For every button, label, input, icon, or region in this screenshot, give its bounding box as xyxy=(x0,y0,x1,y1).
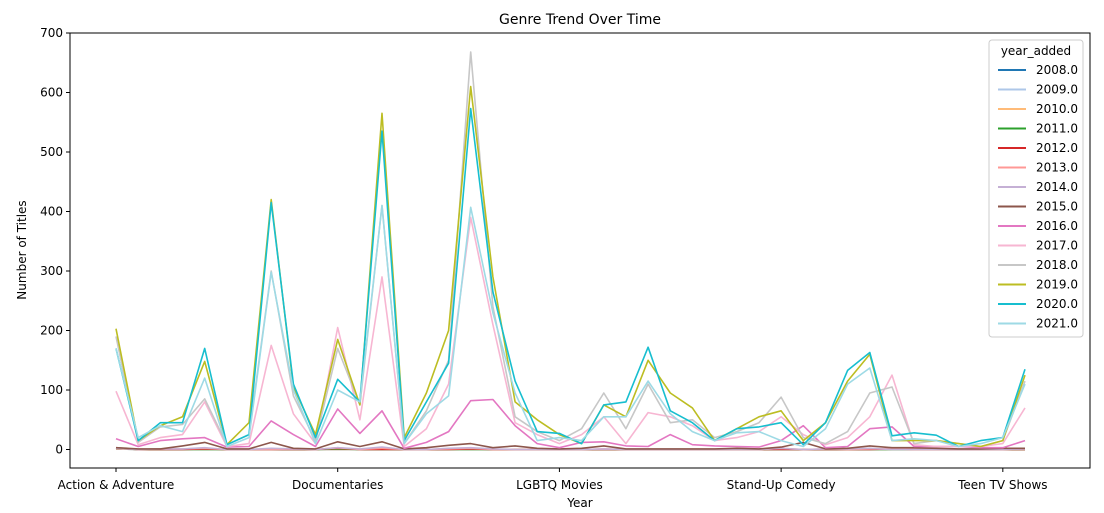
legend: year_added 2008.0 2009.0 2010.0 2011.0 2012.… xyxy=(988,39,1084,338)
x-axis-title: Year xyxy=(566,496,592,510)
y-tick-label: 500 xyxy=(40,145,63,159)
y-tick-label: 700 xyxy=(40,26,63,40)
x-axis: Action & Adventure Documentaries LGBTQ Mov… xyxy=(58,468,1048,492)
series-line-2014-0 xyxy=(115,446,1026,451)
y-tick-label: 100 xyxy=(40,383,63,397)
y-tick-label: 300 xyxy=(40,264,63,278)
legend-label: 2008.0 xyxy=(1036,63,1078,77)
y-tick-label: 0 xyxy=(55,443,63,457)
legend-label: 2012.0 xyxy=(1036,141,1078,155)
y-axis-title: Number of Titles xyxy=(15,200,29,299)
legend-label: 2020.0 xyxy=(1036,297,1078,311)
x-tick-label: Documentaries xyxy=(292,478,383,492)
legend-label: 2009.0 xyxy=(1036,83,1078,97)
y-axis: 0 100 200 300 400 500 600 700 xyxy=(40,26,70,457)
legend-label: 2013.0 xyxy=(1036,161,1078,175)
plot-frame xyxy=(69,32,1091,469)
chart-title: Genre Trend Over Time xyxy=(499,12,661,28)
x-tick-label: Teen TV Shows xyxy=(957,478,1047,492)
legend-label: 2021.0 xyxy=(1036,317,1078,331)
plot-area: 0 100 200 300 400 500 600 700 Action & Adventur… xyxy=(40,26,1091,492)
legend-items: 2008.0 2009.0 2010.0 2011.0 2012.0 2013.0 2014… xyxy=(998,63,1078,331)
y-tick-label: 200 xyxy=(40,324,63,338)
y-tick-label: 600 xyxy=(40,86,63,100)
legend-label: 2019.0 xyxy=(1036,278,1078,292)
x-tick-label: Stand-Up Comedy xyxy=(727,478,836,492)
x-tick-label: LGBTQ Movies xyxy=(516,478,603,492)
legend-label: 2010.0 xyxy=(1036,102,1078,116)
series-line-2016-0 xyxy=(115,398,1026,450)
legend-label: 2014.0 xyxy=(1036,180,1078,194)
series-line-2021-0 xyxy=(115,204,1026,448)
legend-title: year_added xyxy=(1001,44,1071,58)
y-tick-label: 400 xyxy=(40,205,63,219)
series-line-2020-0 xyxy=(115,107,1026,448)
legend-label: 2016.0 xyxy=(1036,219,1078,233)
series-line-2015-0 xyxy=(115,440,1025,450)
series-lines xyxy=(115,51,1026,451)
x-tick-label: Action & Adventure xyxy=(58,478,175,492)
legend-label: 2011.0 xyxy=(1036,122,1078,136)
legend-label: 2015.0 xyxy=(1036,200,1078,214)
legend-label: 2017.0 xyxy=(1036,239,1078,253)
legend-label: 2018.0 xyxy=(1036,258,1078,272)
legend-frame xyxy=(988,39,1084,338)
